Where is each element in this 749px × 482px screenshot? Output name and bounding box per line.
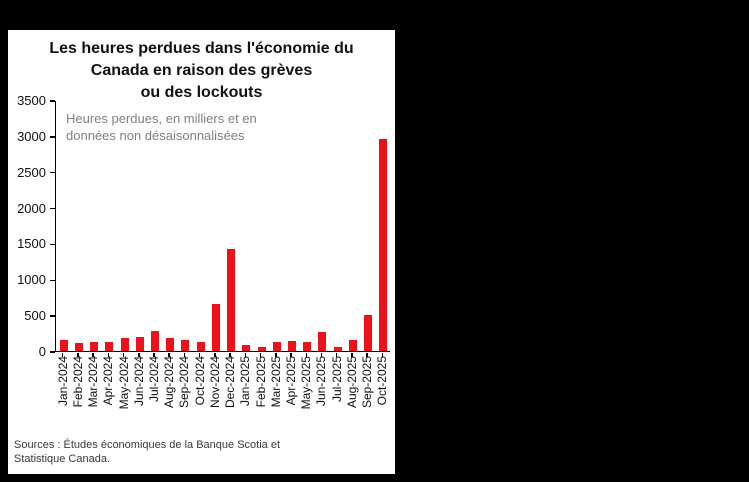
x-tick-label-Mar-2025: Mar-2025	[268, 356, 283, 408]
chart-title-line-3: ou des lockouts	[140, 84, 263, 101]
x-tick-label-Aug-2025: Aug-2025	[344, 356, 359, 409]
bar-Mar-2025	[272, 342, 281, 351]
x-tick-mark	[229, 353, 231, 357]
x-tick-mark	[290, 353, 292, 357]
bar-Jul-2025	[333, 347, 342, 351]
y-tick-label-1000: 1000	[17, 272, 46, 288]
y-tick-mark	[50, 279, 55, 282]
x-tick-label-Feb-2024: Feb-2024	[70, 356, 85, 408]
bar-Mar-2024	[90, 341, 99, 351]
chart-subtitle-line-2: données non désaisonnalisées	[66, 128, 245, 143]
x-tick-label-Sep-2025: Sep-2025	[360, 356, 375, 409]
x-tick-mark	[244, 353, 247, 357]
x-tick-mark	[259, 353, 262, 357]
x-tick-label-Jan-2025: Jan-2025	[238, 356, 253, 407]
x-tick-label-Nov-2024: Nov-2024	[207, 356, 222, 409]
bar-Jun-2024	[135, 337, 144, 351]
y-tick-mark	[50, 136, 55, 138]
x-tick-mark	[381, 353, 384, 357]
x-tick-mark	[122, 353, 125, 357]
x-tick-mark	[198, 353, 201, 357]
bar-Apr-2024	[105, 342, 114, 351]
bar-Jun-2025	[318, 332, 327, 351]
bar-Nov-2024	[211, 304, 220, 351]
y-tick-label-3500: 3500	[17, 93, 46, 108]
bar-Jan-2024	[59, 340, 68, 351]
y-tick-label-2500: 2500	[17, 164, 46, 180]
y-tick-label-2000: 2000	[17, 200, 46, 216]
y-tick-label-3000: 3000	[17, 128, 46, 144]
x-tick-mark	[214, 353, 216, 357]
bar-May-2024	[120, 338, 129, 351]
y-tick-label-0: 0	[38, 344, 46, 359]
x-tick-label-Mar-2024: Mar-2024	[86, 356, 101, 408]
source-note: Sources : Études économiques de la Banqu…	[14, 438, 280, 466]
x-tick-mark	[366, 353, 368, 357]
y-tick-mark	[50, 207, 55, 210]
bar-May-2025	[303, 342, 312, 351]
chart-subtitle: Heures perdues, en milliers et en donnée…	[66, 110, 257, 144]
x-tick-label-Jun-2025: Jun-2025	[314, 356, 329, 407]
x-tick-label-Feb-2025: Feb-2025	[253, 356, 268, 408]
bar-Oct-2024	[196, 342, 205, 351]
y-tick-mark	[50, 100, 55, 102]
bar-Jan-2025	[242, 344, 251, 351]
bar-Aug-2024	[166, 338, 175, 351]
y-tick-label-1500: 1500	[17, 236, 46, 252]
x-tick-label-Oct-2025: Oct-2025	[375, 356, 390, 406]
x-tick-label-Dec-2024: Dec-2024	[223, 356, 238, 409]
x-tick-label-Sep-2024: Sep-2024	[177, 356, 192, 409]
bar-Sep-2024	[181, 340, 190, 351]
x-tick-mark	[138, 353, 140, 357]
y-tick-mark	[50, 243, 55, 246]
plot-area	[55, 101, 390, 352]
bar-Apr-2025	[288, 340, 297, 351]
x-tick-mark	[275, 353, 277, 357]
x-tick-mark	[92, 353, 94, 357]
x-tick-mark	[168, 353, 170, 357]
y-tick-mark	[50, 351, 55, 353]
bar-Jul-2024	[150, 330, 159, 351]
x-tick-label-Apr-2024: Apr-2024	[101, 356, 116, 406]
chart-title: Les heures perdues dans l'économie du Ca…	[8, 38, 395, 104]
x-tick-label-Oct-2024: Oct-2024	[192, 356, 207, 406]
bar-Feb-2024	[74, 343, 83, 351]
x-tick-mark	[320, 353, 323, 357]
bar-Dec-2024	[227, 249, 236, 351]
x-tick-label-Jul-2024: Jul-2024	[146, 356, 161, 403]
chart-title-line-1: Les heures perdues dans l'économie du	[49, 40, 354, 57]
x-tick-mark	[183, 353, 186, 357]
source-line-2: Statistique Canada.	[14, 453, 111, 465]
x-tick-label-Jul-2025: Jul-2025	[329, 356, 344, 403]
x-tick-label-May-2024: May-2024	[116, 356, 131, 410]
y-axis-labels: 0 500 1000 1500 2000 2500 3000 3500	[8, 93, 50, 359]
x-tick-mark	[351, 353, 353, 357]
bar-Feb-2025	[257, 347, 266, 351]
source-line-1: Sources : Études économiques de la Banqu…	[14, 439, 281, 451]
x-tick-mark	[61, 353, 64, 357]
chart-title-line-2: Canada en raison des grèves	[90, 62, 313, 79]
x-tick-mark	[77, 353, 79, 357]
bar-Oct-2025	[379, 139, 388, 351]
x-tick-label-Jan-2024: Jan-2024	[55, 356, 70, 407]
y-tick-mark	[50, 171, 55, 174]
x-tick-mark	[305, 353, 307, 357]
x-tick-label-Jun-2024: Jun-2024	[131, 356, 146, 407]
chart-card: Les heures perdues dans l'économie du Ca…	[8, 30, 395, 474]
x-tick-label-Apr-2025: Apr-2025	[284, 356, 299, 406]
y-tick-mark	[50, 315, 55, 317]
x-tick-mark	[335, 353, 338, 357]
bar-Sep-2025	[364, 315, 373, 351]
x-tick-label-May-2025: May-2025	[299, 356, 314, 410]
x-tick-mark	[153, 353, 155, 357]
x-tick-label-Aug-2024: Aug-2024	[162, 356, 177, 409]
bar-Aug-2025	[348, 340, 357, 351]
y-tick-label-500: 500	[24, 308, 46, 324]
x-tick-mark	[107, 353, 110, 357]
chart-subtitle-line-1: Heures perdues, en milliers et en	[66, 111, 257, 126]
